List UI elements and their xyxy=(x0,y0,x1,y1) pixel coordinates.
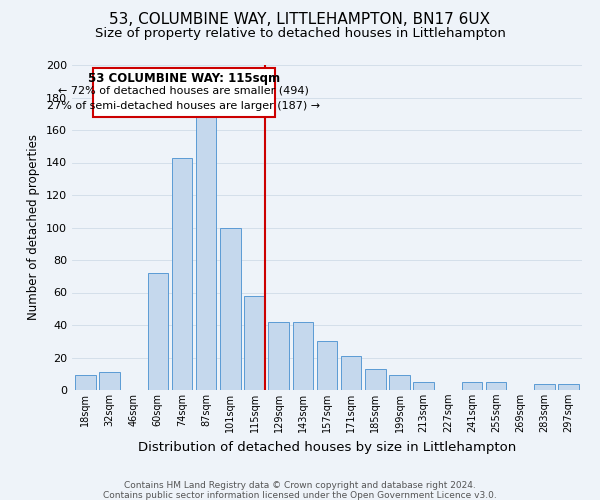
Text: Contains HM Land Registry data © Crown copyright and database right 2024.: Contains HM Land Registry data © Crown c… xyxy=(124,481,476,490)
Bar xyxy=(99,372,120,390)
Bar xyxy=(462,382,482,390)
Text: ← 72% of detached houses are smaller (494): ← 72% of detached houses are smaller (49… xyxy=(58,85,309,95)
Bar xyxy=(268,322,289,390)
Text: 53 COLUMBINE WAY: 115sqm: 53 COLUMBINE WAY: 115sqm xyxy=(88,72,280,86)
Bar xyxy=(75,376,95,390)
Bar xyxy=(244,296,265,390)
Bar xyxy=(413,382,434,390)
Y-axis label: Number of detached properties: Number of detached properties xyxy=(28,134,40,320)
Text: 53, COLUMBINE WAY, LITTLEHAMPTON, BN17 6UX: 53, COLUMBINE WAY, LITTLEHAMPTON, BN17 6… xyxy=(109,12,491,28)
Bar xyxy=(172,158,192,390)
Bar xyxy=(148,273,168,390)
Bar xyxy=(293,322,313,390)
Bar xyxy=(341,356,361,390)
Bar xyxy=(559,384,579,390)
Bar xyxy=(486,382,506,390)
Bar xyxy=(389,376,410,390)
Bar xyxy=(534,384,555,390)
Text: Size of property relative to detached houses in Littlehampton: Size of property relative to detached ho… xyxy=(95,28,505,40)
Bar xyxy=(196,117,217,390)
X-axis label: Distribution of detached houses by size in Littlehampton: Distribution of detached houses by size … xyxy=(138,440,516,454)
Text: 27% of semi-detached houses are larger (187) →: 27% of semi-detached houses are larger (… xyxy=(47,101,320,111)
Bar xyxy=(365,369,386,390)
Text: Contains public sector information licensed under the Open Government Licence v3: Contains public sector information licen… xyxy=(103,491,497,500)
Bar xyxy=(220,228,241,390)
Bar xyxy=(317,341,337,390)
